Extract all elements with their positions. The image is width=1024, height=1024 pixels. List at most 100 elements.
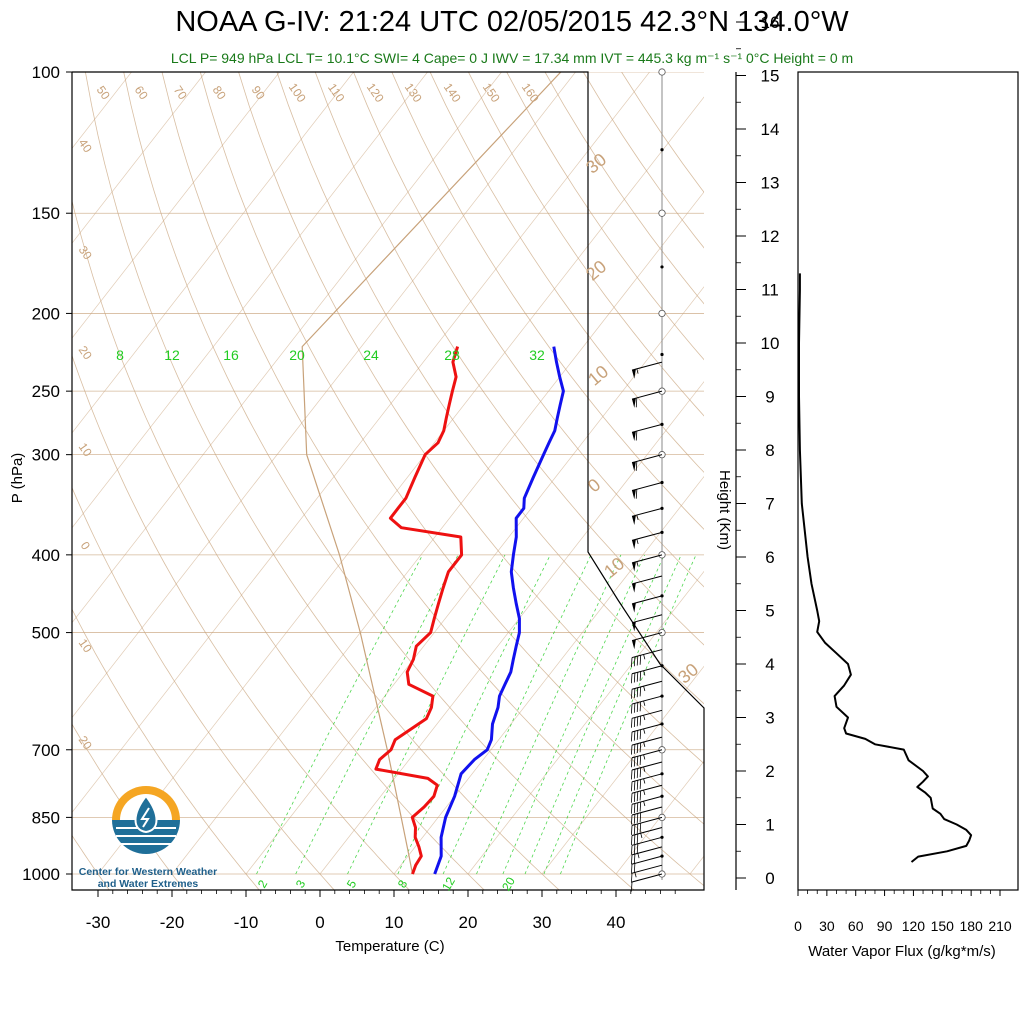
x-tick-label: 20 [459,913,478,932]
wind-barb-flag [635,461,638,471]
skewt-frame [71,71,705,891]
isotherm-line [245,286,704,875]
wind-barb [631,855,663,874]
wind-level-circle [658,209,666,217]
isotherm-line [97,96,704,875]
wind-barb-flag [636,687,639,698]
wind-level-circle [658,68,666,76]
isotherm-line [541,665,704,875]
wind-barb-pennant [632,489,636,500]
mixing-ratio-label: 2 [255,877,271,890]
dry-adiabat-line [544,72,704,305]
wind-barb-flag [639,801,642,812]
wind-barb-flag [633,672,636,683]
y-tick-label: 400 [32,546,60,565]
dry-adiabat-line [468,72,704,417]
wind-barb-half-flag [643,741,646,747]
wind-barb-pennant [632,639,636,650]
y-tick-label: 300 [32,446,60,465]
wind-barb [631,795,663,814]
wind-barb-flag [631,757,633,768]
isotherm-line [615,760,704,875]
x-axis-title: Temperature (C) [335,938,444,955]
dry-adiabat-label: 100 [286,80,309,105]
wind-barb-pennant [632,515,636,526]
wind-barb [631,361,663,379]
wind-barb-half-flag [643,728,646,734]
wind-barb-flag [633,717,636,728]
x-tick-label: 10 [385,913,404,932]
wind-barb-flag [639,701,642,712]
height-tick-label: 3 [765,709,774,728]
wind-barb-shaft [631,454,663,464]
logo-line-2: and Water Extremes [97,878,199,890]
logo-line-1: Center for Western Weather [78,866,218,878]
wind-barb-shaft [631,361,663,371]
wind-barb-shaft [631,482,663,492]
wind-barb-flag [631,825,633,835]
wind-barb-flag [639,790,642,801]
mixing-ratio-label: 20 [289,347,305,363]
flux-tick-label: 180 [959,918,983,934]
wind-barb-pennant [632,431,636,442]
mixing-ratio-line [397,554,551,875]
wind-barb-flag [636,702,639,713]
wind-barb-flag [633,863,636,873]
wind-barb-flag [631,845,633,855]
wind-barb-shaft [631,649,663,659]
wind-barb-shaft [631,390,663,400]
wind-barb-shaft [631,632,663,642]
wind-barb-flag [631,873,633,883]
dry-adiabat-line [429,72,704,473]
wind-barb-half-flag [637,853,640,859]
wind-barb-shaft [631,614,663,624]
wind-level-dot [660,148,664,152]
wind-barb-flag [636,791,639,802]
wind-barb-flag [633,703,636,713]
wind-barb-half-flag [643,670,646,676]
isotherm-line [72,72,576,719]
wind-barb-flag [636,730,639,740]
height-tick-label: 1 [765,816,774,835]
wind-barb-flag [633,814,636,824]
wind-barb [631,423,663,442]
wind-barb-shaft [631,575,663,585]
height-tick-label: 7 [765,495,774,514]
wind-barb-shaft [631,864,663,874]
wind-barb [631,773,663,792]
wind-barb-shaft [631,709,663,719]
wind-barb-shaft [631,723,663,733]
dry-adiabat-label: 30 [76,243,95,262]
isotherm-line [467,570,704,875]
height-tick-label: 6 [765,548,774,567]
wind-barb-half-flag [643,801,646,807]
wind-barb-flag [631,769,633,780]
wind-barb-flag [636,716,639,727]
height-tick-label: 0 [765,869,774,888]
wind-barb-shaft [631,873,663,883]
wind-barb-flag [633,792,636,802]
mixing-ratio-label: 5 [344,877,360,890]
wind-barb-flag [631,804,633,814]
wind-barb-flag [633,834,636,845]
mixing-ratio-line [560,554,697,875]
isotherm-label: 20 [582,256,610,284]
wind-barb-shaft [631,680,663,690]
wind-barb [631,649,663,668]
height-tick-label: 13 [761,174,780,193]
wind-barb-flag [635,431,638,441]
flux-frame [797,71,1019,891]
dry-adiabat-line [621,72,704,193]
x-tick-label: 30 [533,913,552,932]
mixing-ratio-label: 12 [164,347,180,363]
wind-barb [631,482,663,500]
wind-barb [631,680,663,699]
wind-barb-pennant [632,369,636,379]
wind-barb-flag [631,704,633,714]
x-tick-label: 0 [315,913,324,932]
flux-tick-label: 0 [794,918,802,934]
wind-barb-flag [633,854,636,864]
dry-adiabat-line [72,199,485,890]
